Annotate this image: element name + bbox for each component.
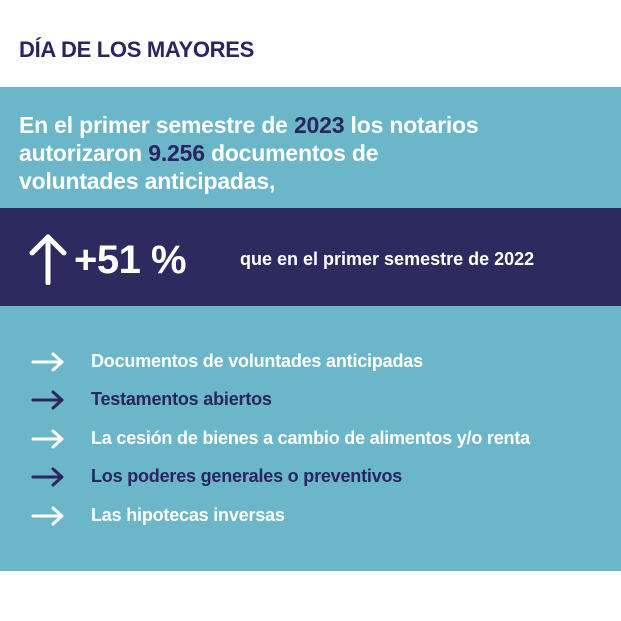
arrow-right-icon: [31, 352, 64, 372]
teal-panel: [0, 87, 621, 571]
arrow-right-icon: [31, 429, 64, 449]
list-item: Las hipotecas inversas: [0, 498, 621, 534]
header: DÍA DE LOS MAYORES: [0, 0, 621, 87]
stat-band: [0, 208, 621, 306]
intro-line-1: En el primer semestre de 2023 los notari…: [19, 111, 609, 139]
list-item: Los poderes generales o preventivos: [0, 459, 621, 495]
list-item: Documentos de voluntades anticipadas: [0, 344, 621, 380]
intro-line-3: voluntades anticipadas,: [19, 168, 276, 194]
arrow-right-icon: [31, 390, 64, 410]
intro-line-2a: autorizaron: [19, 140, 149, 166]
arrow-right-icon: [31, 467, 64, 487]
list-item-label: Testamentos abiertos: [91, 389, 272, 409]
intro-line-2b: documentos de: [204, 140, 379, 166]
intro-line-1b: los notarios: [344, 112, 479, 138]
intro-line-2: autorizaron 9.256 documentos de: [19, 139, 609, 167]
list-item: La cesión de bienes a cambio de alimento…: [0, 421, 621, 457]
list-item-label: La cesión de bienes a cambio de alimento…: [91, 428, 530, 448]
intro-text: En el primer semestre de 2023 los notari…: [19, 111, 609, 195]
arrow-up-icon: [29, 234, 67, 285]
comparison-text: que en el primer semestre de 2022: [240, 249, 535, 269]
list-item-label: Los poderes generales o preventivos: [91, 466, 403, 486]
intro-line-1a: En el primer semestre de: [19, 112, 294, 138]
intro-count: 9.256: [148, 140, 205, 166]
list-item-label: Documentos de voluntades anticipadas: [91, 351, 423, 371]
list-item: Testamentos abiertos: [0, 382, 621, 418]
percent-increase: +51 %: [74, 238, 187, 282]
arrow-right-icon: [31, 506, 64, 526]
intro-year: 2023: [293, 112, 345, 138]
page-title: DÍA DE LOS MAYORES: [19, 37, 255, 62]
list-item-label: Las hipotecas inversas: [91, 505, 285, 525]
